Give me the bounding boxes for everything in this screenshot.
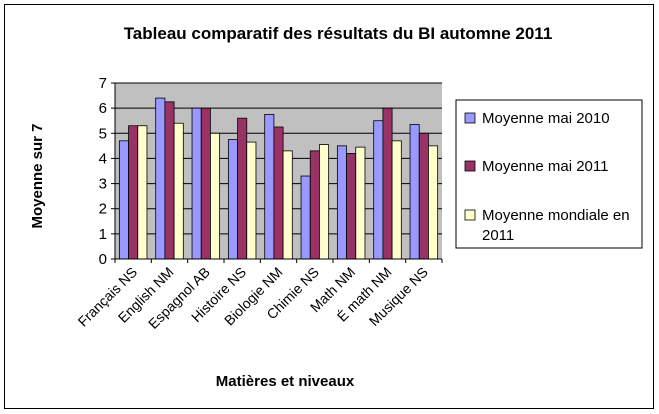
legend-label: Moyenne mai 2010 [482, 110, 610, 127]
bar [346, 152, 357, 260]
y-axis-title: Moyenne sur 7 [29, 123, 46, 228]
y-tick-label: 3 [99, 176, 107, 193]
bar [210, 132, 221, 260]
bar [227, 139, 238, 260]
bar [282, 150, 293, 260]
y-tick-label: 5 [99, 125, 107, 142]
bar [391, 140, 402, 260]
bar [137, 125, 148, 260]
bar [155, 97, 166, 260]
bar [200, 107, 211, 260]
bar [246, 141, 257, 260]
legend-label: Moyenne mai 2011 [482, 158, 608, 175]
legend-box [455, 99, 643, 249]
y-tick-label: 6 [99, 100, 107, 117]
y-tick-label: 7 [99, 75, 107, 92]
x-axis-title: Matières et niveaux [216, 373, 355, 390]
y-tick-label: 0 [99, 251, 107, 268]
chart-title: Tableau comparatif des résultats du BI a… [124, 24, 553, 43]
legend-swatch [464, 209, 476, 221]
bar-chart: Tableau comparatif des résultats du BI a… [29, 24, 643, 390]
bar [164, 101, 175, 260]
legend-label: Moyenne mondiale en 2011 [482, 207, 630, 244]
y-tick-label: 1 [99, 226, 107, 243]
y-tick-label: 2 [99, 201, 107, 218]
bar [409, 124, 420, 260]
bar [273, 126, 284, 260]
bar [191, 107, 202, 260]
bar [118, 140, 129, 260]
y-tick-label: 4 [99, 150, 107, 167]
bar [237, 117, 248, 260]
bar [382, 107, 393, 260]
legend: Moyenne mai 2010 Moyenne mai 2011 Moyenne … [455, 99, 643, 249]
chart-frame: Tableau comparatif des résultats du BI a… [4, 4, 654, 409]
bar [355, 146, 366, 260]
bar [428, 145, 439, 260]
bar [264, 114, 275, 260]
bar [128, 125, 139, 260]
bar [373, 120, 384, 260]
bar [300, 175, 311, 260]
bar [319, 144, 330, 260]
bar [173, 122, 184, 260]
bar [309, 150, 320, 260]
legend-swatch [464, 160, 476, 172]
legend-swatch [464, 112, 476, 124]
bar [418, 132, 429, 260]
bar [336, 145, 347, 260]
